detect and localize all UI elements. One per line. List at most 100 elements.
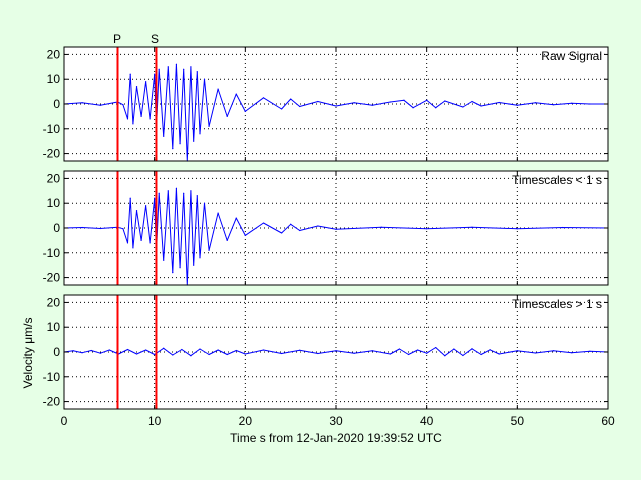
data-point <box>262 222 265 224</box>
data-point <box>235 93 237 95</box>
y-tick-label: -20 <box>43 395 61 409</box>
x-tick-label: 10 <box>148 414 162 428</box>
data-point <box>135 353 138 355</box>
data-point <box>562 226 564 229</box>
data-point <box>516 228 518 230</box>
data-point <box>183 68 185 70</box>
data-point <box>193 264 195 266</box>
data-point <box>389 353 391 355</box>
data-point <box>235 217 237 219</box>
panel-title: Timescales < 1 s <box>512 173 602 187</box>
data-point <box>196 195 198 197</box>
data-point <box>179 143 181 145</box>
panel-2: -20 -10 0 10 20 Timescales < 1 s <box>43 170 609 286</box>
phase-label-s: S <box>151 32 159 46</box>
data-point <box>244 353 246 355</box>
series-line <box>63 63 608 162</box>
data-point <box>145 205 147 207</box>
data-point <box>290 98 292 100</box>
y-tick-label: 10 <box>47 320 61 334</box>
data-point <box>244 110 246 113</box>
data-point <box>480 353 482 356</box>
data-point <box>175 187 178 189</box>
data-point <box>149 118 151 120</box>
data-point <box>81 352 83 354</box>
phase-label-p: P <box>113 32 121 46</box>
y-tick-label: 10 <box>47 72 61 86</box>
data-point <box>290 223 292 225</box>
data-point <box>317 100 319 103</box>
data-point <box>199 257 201 259</box>
data-point <box>72 350 74 352</box>
data-point <box>163 347 165 349</box>
data-point <box>108 349 110 351</box>
data-point <box>183 192 185 194</box>
data-point <box>281 232 283 234</box>
data-point <box>371 350 373 352</box>
y-tick-label: 10 <box>47 196 61 210</box>
data-point <box>140 239 142 241</box>
data-point <box>317 352 319 355</box>
data-point <box>158 192 160 194</box>
data-point <box>335 228 337 230</box>
y-tick-label: -20 <box>43 147 61 161</box>
data-point <box>132 123 134 125</box>
data-point <box>217 212 219 214</box>
data-point <box>190 190 192 192</box>
data-point <box>589 350 591 352</box>
data-point <box>462 106 464 108</box>
data-point <box>181 348 183 351</box>
x-tick-label: 40 <box>420 414 434 428</box>
data-point <box>145 349 147 351</box>
data-point <box>444 355 446 357</box>
data-point <box>335 350 337 352</box>
data-point <box>132 247 134 249</box>
data-point <box>163 135 165 137</box>
data-point <box>203 202 206 204</box>
data-point <box>389 101 391 103</box>
data-point <box>226 239 228 241</box>
y-axis-label: Velocity μm/s <box>21 318 35 389</box>
data-point <box>553 350 555 352</box>
data-point <box>208 249 210 251</box>
data-point <box>471 226 473 228</box>
data-point <box>317 225 319 227</box>
data-point <box>335 105 337 107</box>
data-point <box>172 354 174 356</box>
data-point <box>498 101 500 104</box>
data-point <box>167 66 169 68</box>
data-point <box>489 349 491 351</box>
y-tick-label: 0 <box>53 345 60 359</box>
data-point <box>154 73 156 75</box>
data-point <box>154 197 156 199</box>
x-tick-label: 60 <box>601 414 615 428</box>
data-point <box>471 100 473 103</box>
data-point <box>122 104 124 106</box>
y-tick-label: 20 <box>47 295 61 309</box>
data-point <box>90 349 92 352</box>
data-point <box>435 346 437 349</box>
data-point <box>135 86 138 88</box>
data-point <box>172 148 174 150</box>
panel-title: Raw Signal <box>541 49 602 63</box>
data-point <box>407 353 410 356</box>
panel-1: -20 -10 0 10 20 Raw Signal <box>43 46 609 162</box>
data-point <box>122 228 124 230</box>
data-point <box>235 349 237 352</box>
data-point <box>226 353 228 356</box>
data-point <box>299 229 301 232</box>
data-point <box>99 104 101 106</box>
data-point <box>426 352 428 354</box>
x-tick-label: 20 <box>239 414 253 428</box>
data-point <box>353 102 355 104</box>
data-point <box>129 73 131 75</box>
y-tick-label: 20 <box>47 47 61 61</box>
y-tick-label: 0 <box>53 221 60 235</box>
data-point <box>199 133 201 135</box>
data-point <box>553 104 555 106</box>
data-point <box>172 272 174 274</box>
data-point <box>453 348 455 350</box>
series-line <box>63 187 609 286</box>
data-point <box>498 353 500 355</box>
